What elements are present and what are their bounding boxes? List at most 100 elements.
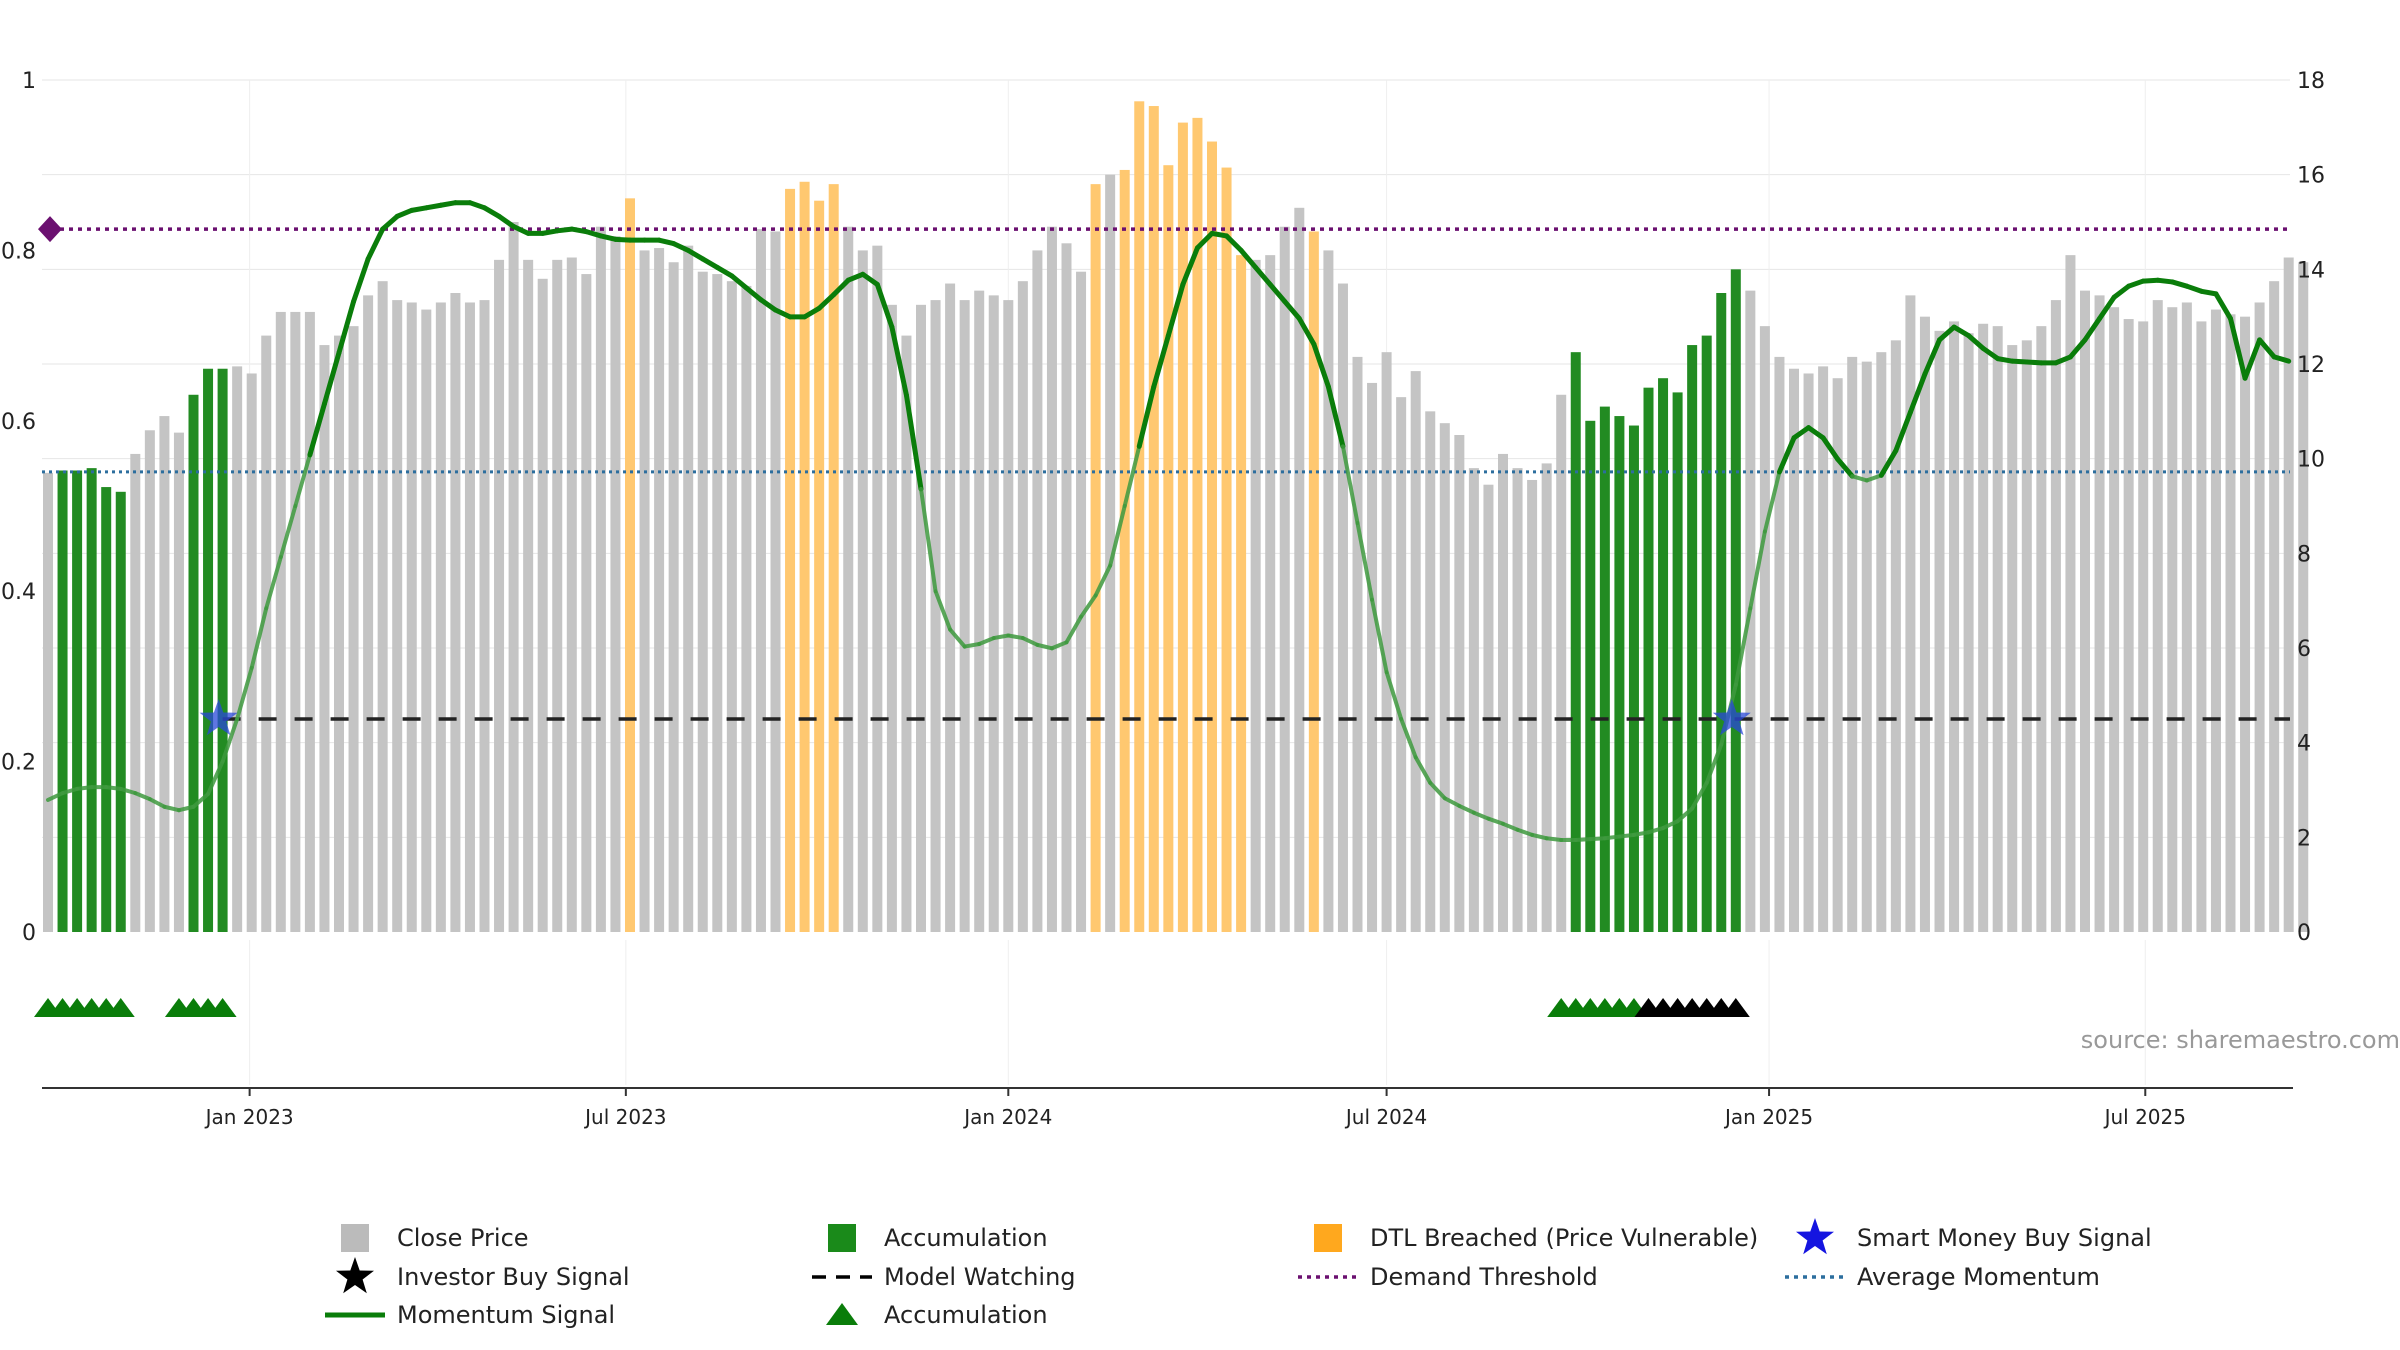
- momentum-line-segment: [1820, 435, 1841, 462]
- momentum-line-segment: [1704, 742, 1724, 785]
- close-price-bar: [1919, 316, 1930, 933]
- demand-threshold-marker: [38, 216, 62, 243]
- momentum-line-segment: [1951, 324, 1972, 339]
- momentum-line-segment: [220, 717, 240, 764]
- left-tick-label: 0.8: [1, 239, 36, 264]
- momentum-line-segment: [919, 486, 938, 594]
- close-price-bar: [1905, 295, 1916, 932]
- momentum-line-segment: [1907, 371, 1928, 415]
- momentum-line-segment: [2053, 354, 2073, 366]
- momentum-line-segment: [307, 401, 327, 458]
- close-price-bar: [144, 430, 155, 932]
- close-price-bar: [2007, 345, 2018, 933]
- momentum-line-segment: [1966, 333, 1986, 351]
- close-price-bar: [2021, 340, 2032, 932]
- accumulation-triangle: [208, 998, 237, 1017]
- momentum-line-segment: [1325, 384, 1346, 449]
- momentum-line-segment: [2213, 291, 2233, 322]
- x-tick-label: Jan 2025: [1723, 1105, 1813, 1129]
- legend-label: Average Momentum: [1857, 1263, 2100, 1291]
- close-price-bar: [1949, 321, 1960, 932]
- right-tick-label: 6: [2297, 637, 2311, 662]
- legend-label: Momentum Signal: [397, 1301, 615, 1329]
- momentum-line-segment: [700, 256, 720, 270]
- close-price-bar: [1774, 356, 1785, 932]
- close-price-bar: [290, 311, 301, 932]
- close-price-bar: [450, 293, 461, 932]
- close-price-bar: [435, 302, 446, 932]
- x-tick-label: Jul 2024: [1344, 1105, 1427, 1129]
- momentum-line-segment: [1340, 444, 1360, 526]
- close-price-bar: [639, 250, 650, 932]
- accumulation-bar: [1585, 420, 1596, 932]
- smart-money-buy-star: [199, 699, 238, 736]
- close-price-bar: [275, 311, 286, 932]
- close-price-bar: [1468, 468, 1479, 932]
- momentum-line-segment: [496, 213, 517, 230]
- momentum-line-segment: [583, 229, 604, 239]
- close-price-bar: [654, 248, 665, 933]
- accumulation-triangle: [106, 998, 135, 1017]
- dtl-breached-bar: [1134, 101, 1145, 933]
- close-price-bar: [1367, 382, 1378, 932]
- close-price-bar: [159, 416, 170, 933]
- dtl-breached-bar: [1236, 255, 1247, 933]
- close-price-bar: [1789, 368, 1799, 932]
- investor-buy-triangle: [1721, 998, 1750, 1017]
- legend-square-icon: [1314, 1224, 1342, 1252]
- momentum-line-segment: [380, 213, 400, 232]
- left-tick-label: 0: [22, 921, 36, 946]
- x-tick-label: Jan 2024: [962, 1105, 1052, 1129]
- close-price-bar: [581, 274, 592, 933]
- close-price-bar: [712, 274, 723, 933]
- close-price-bar: [1454, 435, 1465, 932]
- left-tick-label: 0.6: [1, 410, 36, 435]
- close-price-bar: [741, 285, 752, 932]
- close-price-bar: [2050, 300, 2061, 933]
- close-price-bar: [1439, 423, 1450, 932]
- close-price-bar: [392, 300, 403, 933]
- momentum-line-segment: [948, 627, 967, 649]
- momentum-line-segment: [1311, 341, 1331, 390]
- legend: Close Price Accumulation DTL Breached (Pri…: [325, 1218, 2152, 1329]
- close-price-bar: [2094, 295, 2105, 932]
- left-tick-label: 1: [22, 69, 36, 94]
- x-tick-label: Jan 2023: [204, 1105, 294, 1129]
- momentum-line-segment: [2111, 283, 2132, 300]
- right-tick-label: 10: [2297, 448, 2325, 473]
- momentum-line-segment: [1922, 337, 1942, 377]
- close-price-bar: [523, 259, 534, 932]
- close-price-bar: [43, 472, 53, 932]
- close-price-bar: [1818, 366, 1829, 932]
- close-price-bar: [363, 295, 374, 932]
- momentum-line-segment: [1267, 281, 1288, 305]
- legend-item: Smart Money Buy Signal: [1796, 1218, 2152, 1255]
- momentum-line-segment: [1428, 780, 1447, 801]
- momentum-line-segment: [191, 791, 211, 809]
- close-price-bar: [552, 259, 563, 932]
- close-price-bar: [2254, 302, 2265, 932]
- dtl-breached-bar: [1090, 184, 1101, 933]
- close-price-bar: [1017, 281, 1028, 933]
- close-price-bar: [843, 226, 854, 932]
- close-price-bar: [377, 281, 388, 933]
- momentum-line-segment: [133, 791, 152, 802]
- close-price-bar: [1410, 371, 1421, 933]
- momentum-line-segment: [671, 241, 691, 253]
- close-price-bar: [1861, 361, 1872, 933]
- close-price-bar: [1105, 174, 1116, 932]
- momentum-line-segment: [1282, 299, 1302, 322]
- close-price-bar: [2269, 281, 2280, 933]
- legend-label: Demand Threshold: [1370, 1263, 1598, 1291]
- close-price-bar: [1337, 283, 1348, 932]
- momentum-line-segment: [206, 759, 225, 796]
- momentum-line-segment: [831, 277, 851, 298]
- close-price-bar: [246, 373, 257, 932]
- close-price-bar: [1876, 352, 1887, 933]
- accumulation-bar: [57, 470, 68, 932]
- momentum-line-segment: [729, 273, 749, 291]
- momentum-line-segment: [2126, 278, 2146, 289]
- close-price-bar: [1541, 463, 1552, 932]
- momentum-line-segment: [1501, 821, 1520, 832]
- momentum-line-segment: [1733, 606, 1753, 687]
